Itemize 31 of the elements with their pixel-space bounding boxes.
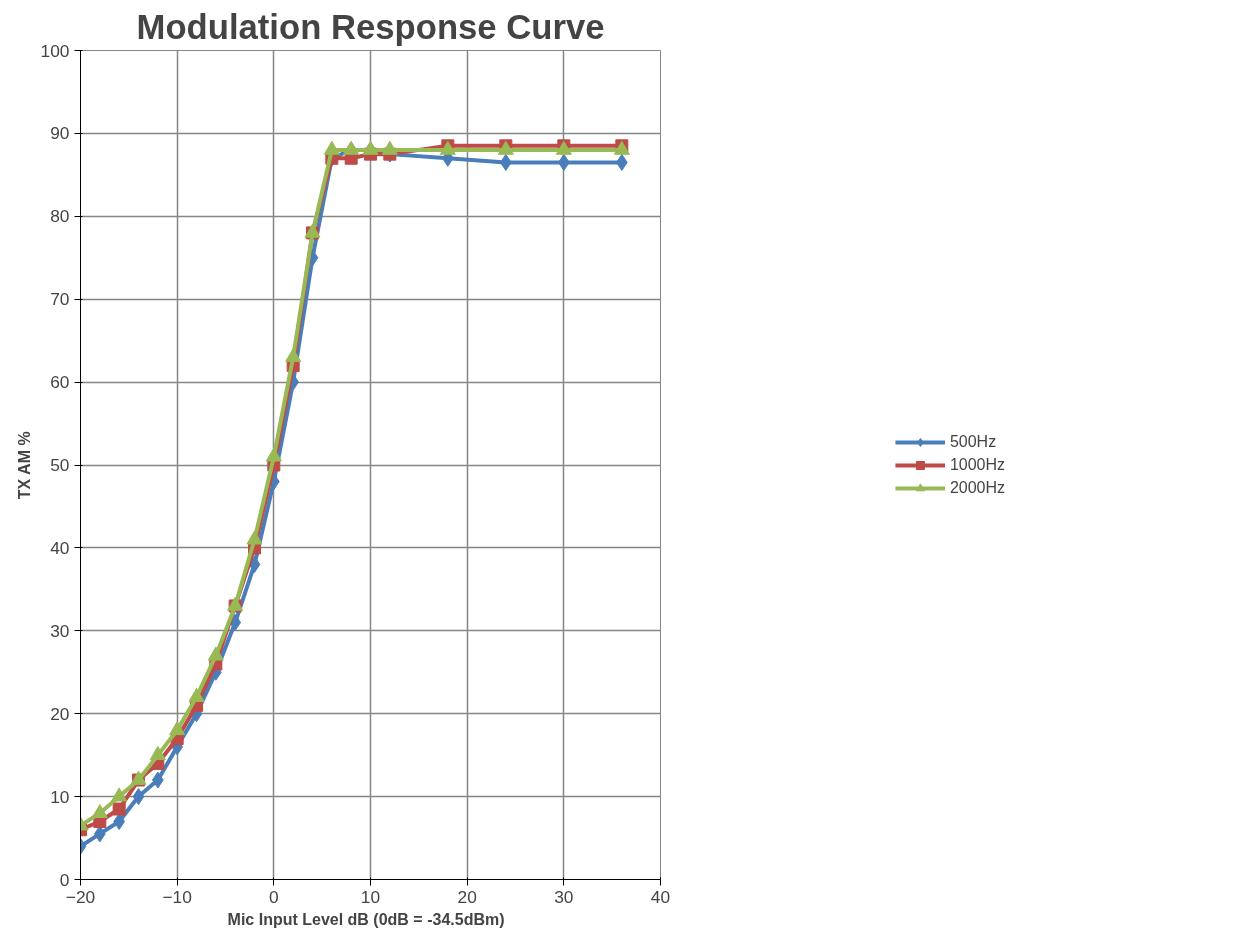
- point: [132, 788, 145, 806]
- y-tick-label: 80: [50, 206, 70, 227]
- legend-label: 1000Hz: [949, 455, 1006, 474]
- y-axis-title: TX AM %: [15, 431, 33, 500]
- x-axis-title: Mic Input Level dB (0dB = -34.5dBm): [227, 910, 505, 928]
- y-tick-label: 30: [50, 620, 70, 641]
- x-tick-label: 10: [360, 886, 381, 907]
- y-tick-label: 90: [50, 123, 70, 144]
- x-tick-label: 20: [457, 886, 477, 907]
- legend-label: 2000Hz: [949, 478, 1006, 497]
- point: [285, 348, 302, 363]
- point: [91, 804, 108, 819]
- point: [112, 802, 126, 816]
- x-tick-label: 30: [554, 886, 574, 907]
- x-tick-label: 0: [269, 886, 279, 907]
- x-tick-label: 40: [650, 886, 671, 907]
- y-tick-label: 10: [50, 786, 70, 807]
- point: [246, 530, 263, 545]
- chart-title: Modulation Response Curve: [136, 7, 605, 46]
- y-tick-label: 50: [50, 455, 70, 475]
- point: [169, 721, 186, 736]
- x-tick-label: −10: [162, 886, 192, 907]
- y-tick-label: 40: [50, 537, 70, 558]
- point: [207, 646, 224, 661]
- legend-label: 500Hz: [949, 432, 997, 451]
- y-tick-label: 100: [40, 40, 70, 61]
- point: [265, 447, 282, 462]
- y-tick-label: 20: [50, 703, 70, 724]
- y-tick-label: 70: [50, 289, 70, 310]
- y-tick-label: 60: [50, 372, 70, 393]
- point: [111, 787, 128, 802]
